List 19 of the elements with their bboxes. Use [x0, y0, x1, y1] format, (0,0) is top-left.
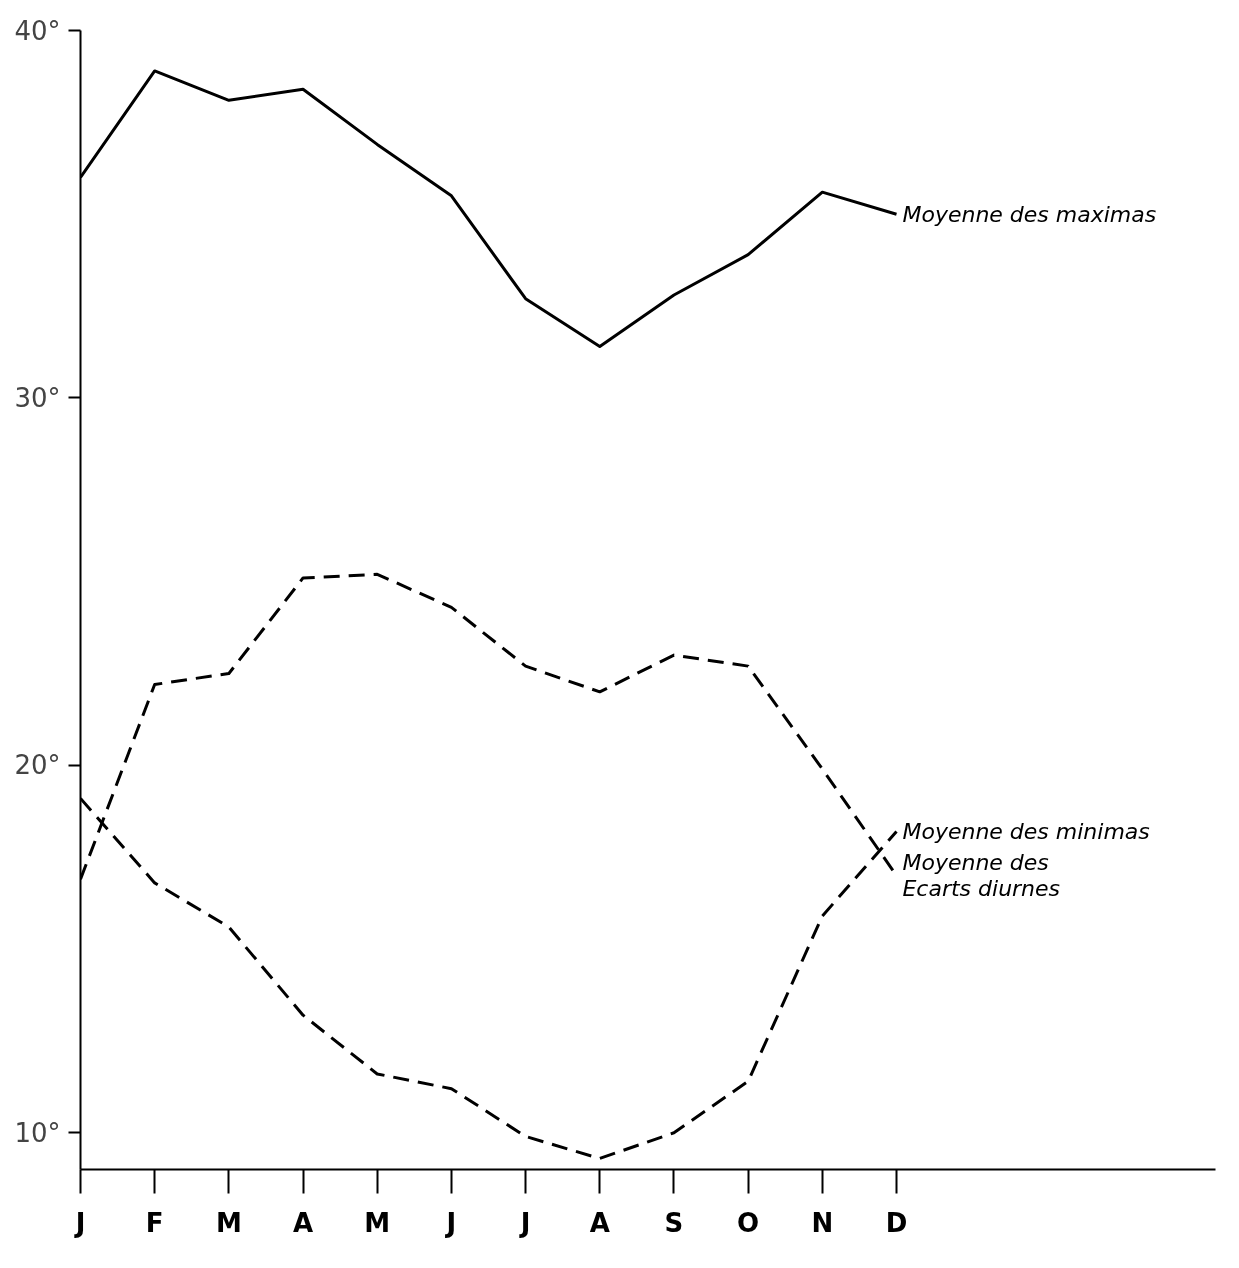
x-tick-label: N — [811, 1207, 834, 1238]
x-tick-label: J — [518, 1207, 531, 1238]
series-label: Moyenne des Ecarts diurnes — [902, 849, 1061, 902]
y-tick-label: 40° — [14, 15, 61, 46]
y-tick-label: 20° — [14, 750, 61, 781]
x-tick-label: F — [145, 1207, 164, 1238]
series-label: Moyenne des maximas — [902, 201, 1157, 227]
y-tick-label: 10° — [14, 1117, 61, 1148]
x-tick-label: J — [444, 1207, 457, 1238]
x-tick-label: A — [292, 1207, 314, 1238]
x-tick-label: D — [885, 1207, 908, 1238]
x-tick-label: A — [589, 1207, 610, 1238]
series-label: Moyenne des minimas — [902, 818, 1150, 844]
x-tick-label: O — [737, 1207, 760, 1238]
x-tick-label: J — [73, 1207, 86, 1238]
x-tick-label: S — [664, 1207, 684, 1238]
x-tick-label: M — [364, 1207, 391, 1238]
y-tick-label: 30° — [14, 382, 61, 413]
x-tick-label: M — [215, 1207, 242, 1238]
